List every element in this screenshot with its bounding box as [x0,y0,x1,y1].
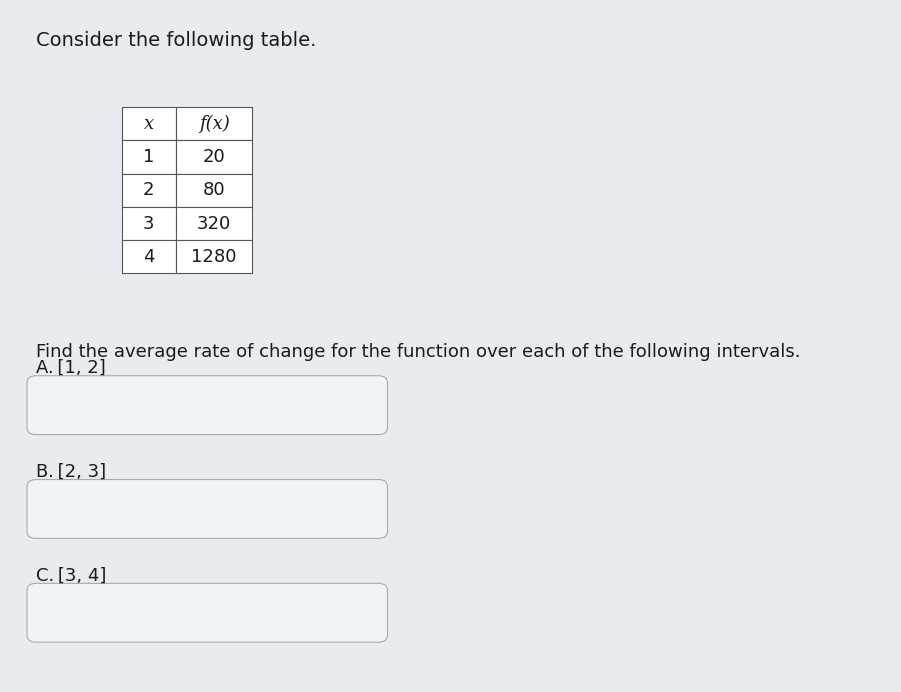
Text: 3: 3 [143,215,154,233]
Text: Consider the following table.: Consider the following table. [36,31,316,50]
Text: 1: 1 [143,148,154,166]
Text: 20: 20 [203,148,225,166]
Text: 2: 2 [143,181,154,199]
Text: 4: 4 [143,248,154,266]
Text: C. [3, 4]: C. [3, 4] [36,567,106,585]
Text: A. [1, 2]: A. [1, 2] [36,359,105,377]
Text: f(x): f(x) [198,115,230,133]
Text: Find the average rate of change for the function over each of the following inte: Find the average rate of change for the … [36,343,801,361]
Text: x: x [143,115,154,133]
Text: B. [2, 3]: B. [2, 3] [36,463,106,481]
Text: 1280: 1280 [191,248,237,266]
Text: 320: 320 [196,215,232,233]
Text: 80: 80 [203,181,225,199]
